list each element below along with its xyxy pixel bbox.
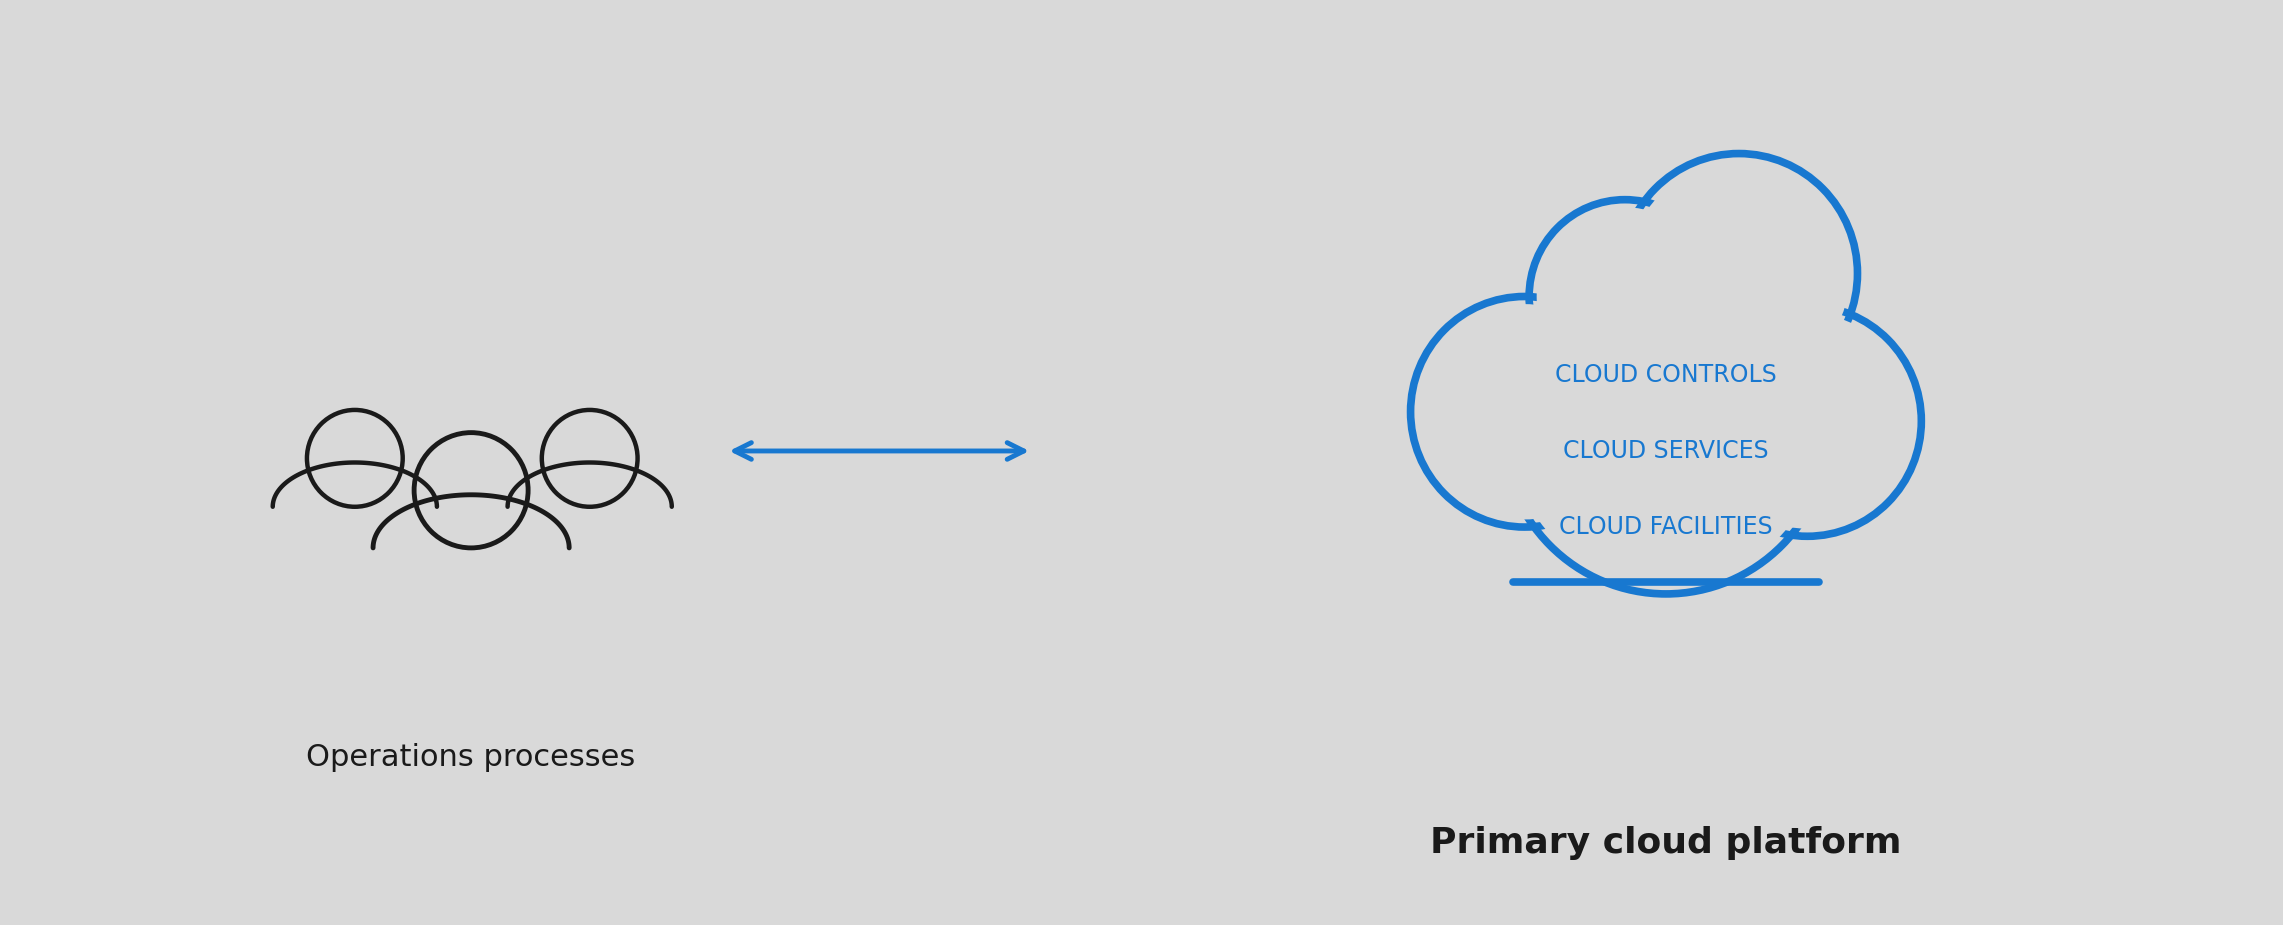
Circle shape: [1701, 314, 1913, 529]
Circle shape: [1418, 304, 1630, 520]
Circle shape: [1621, 154, 1858, 393]
Circle shape: [1628, 161, 1849, 386]
Circle shape: [1530, 200, 1721, 393]
Circle shape: [1694, 306, 1922, 536]
Text: CLOUD FACILITIES: CLOUD FACILITIES: [1559, 515, 1774, 539]
Text: CLOUD SERVICES: CLOUD SERVICES: [1564, 439, 1769, 463]
Circle shape: [1536, 207, 1712, 386]
Circle shape: [1411, 297, 1639, 527]
Text: Operations processes: Operations processes: [306, 743, 635, 772]
Text: CLOUD CONTROLS: CLOUD CONTROLS: [1555, 363, 1776, 387]
Circle shape: [1509, 269, 1822, 586]
Circle shape: [1502, 262, 1831, 594]
Text: Primary cloud platform: Primary cloud platform: [1429, 826, 1902, 860]
